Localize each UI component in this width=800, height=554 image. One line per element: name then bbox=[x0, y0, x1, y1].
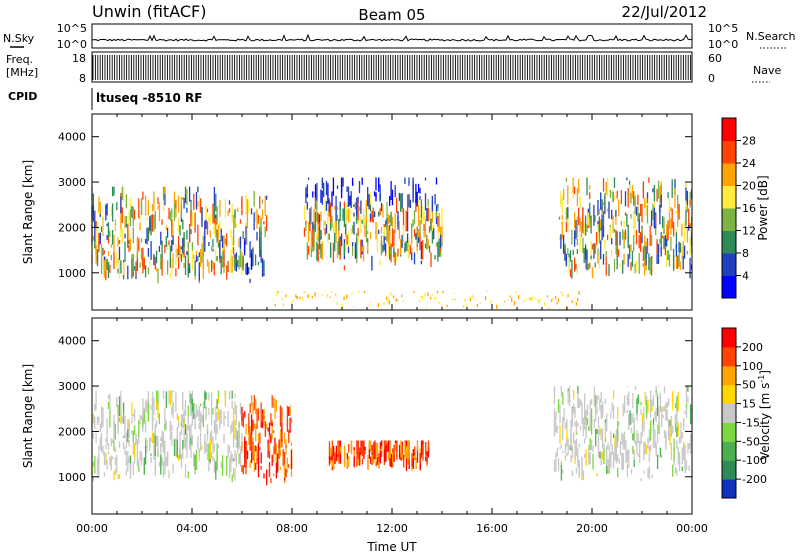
y-tick-label: 4000 bbox=[58, 335, 86, 348]
colorbar-tick-label: -200 bbox=[742, 473, 767, 486]
colorbar-segment bbox=[722, 208, 736, 231]
colorbar-segment bbox=[722, 230, 736, 254]
colorbar-tick-label: -100 bbox=[742, 454, 767, 467]
velocity-cbar-label: Velocity [m s-1] bbox=[757, 370, 772, 460]
colorbar-segment bbox=[722, 118, 736, 141]
y-tick-label: 4000 bbox=[58, 131, 86, 144]
colorbar-segment bbox=[722, 328, 736, 348]
power-echoes bbox=[91, 177, 693, 310]
y-tick-label: 1000 bbox=[58, 267, 86, 280]
x-tick-label: 04:00 bbox=[176, 522, 208, 535]
y-tick-label: 3000 bbox=[58, 380, 86, 393]
colorbar-tick-label: 15 bbox=[742, 398, 756, 411]
radar-title: Unwin (fitACF) bbox=[92, 2, 206, 21]
colorbar-tick-label: -15 bbox=[742, 416, 760, 429]
noise-left-tick-bottom: 10^0 bbox=[57, 38, 87, 51]
noise-right-tick-bottom: 10^0 bbox=[708, 38, 738, 51]
colorbar-tick-label: 100 bbox=[742, 360, 763, 373]
x-tick-label: 16:00 bbox=[476, 522, 508, 535]
colorbar-tick-label: 16 bbox=[742, 202, 756, 215]
colorbar-segment bbox=[722, 460, 736, 480]
colorbar-tick-label: 12 bbox=[742, 225, 756, 238]
colorbar-segment bbox=[722, 422, 736, 442]
colorbar-segment bbox=[722, 346, 736, 367]
x-tick-label: 00:00 bbox=[676, 522, 708, 535]
x-tick-label: 12:00 bbox=[376, 522, 408, 535]
velocity-ylabel: Slant Range [km] bbox=[21, 364, 35, 468]
date-title: 22/Jul/2012 bbox=[622, 3, 707, 21]
cpid-text: ltuseq -8510 RF bbox=[96, 91, 202, 105]
colorbar-segment bbox=[722, 479, 736, 499]
y-tick-label: 1000 bbox=[58, 471, 86, 484]
power-colorbar: 28 24 20 16 12 8 4 bbox=[721, 117, 756, 299]
noise-panel bbox=[91, 23, 693, 49]
colorbar-segment bbox=[722, 384, 736, 405]
colorbar-tick-label: 200 bbox=[742, 341, 763, 354]
noise-trace bbox=[91, 33, 693, 42]
freq-panel bbox=[91, 51, 693, 83]
y-tick-label: 3000 bbox=[58, 176, 86, 189]
colorbar-tick-label: 28 bbox=[742, 135, 756, 148]
nave-tick-top: 60 bbox=[708, 52, 722, 65]
colorbar-tick-label: 8 bbox=[742, 247, 749, 260]
noise-left-label: N.Sky bbox=[3, 32, 35, 45]
x-tick-label: 08:00 bbox=[276, 522, 308, 535]
colorbar-tick-label: 50 bbox=[742, 379, 756, 392]
x-tick-label: 20:00 bbox=[576, 522, 608, 535]
x-tick-label: 00:00 bbox=[76, 522, 108, 535]
colorbar-segment bbox=[722, 253, 736, 276]
colorbar-tick-label: 4 bbox=[742, 270, 749, 283]
freq-trace bbox=[92, 55, 692, 80]
freq-tick-top: 18 bbox=[72, 52, 86, 65]
colorbar-segment bbox=[722, 441, 736, 461]
noise-line bbox=[91, 33, 693, 42]
y-tick-label: 2000 bbox=[58, 425, 86, 438]
colorbar-segment bbox=[722, 365, 736, 386]
colorbar-tick-label: -50 bbox=[742, 435, 760, 448]
freq-tick-bottom: 8 bbox=[79, 72, 86, 85]
nave-label: Nave bbox=[753, 64, 781, 77]
y-tick-label: 2000 bbox=[58, 221, 86, 234]
velocity-xlabel: Time UT bbox=[366, 540, 417, 554]
colorbar-segment bbox=[722, 185, 736, 209]
freq-label-2: [MHz] bbox=[6, 66, 38, 79]
power-ylabel: Slant Range [km] bbox=[21, 160, 35, 264]
cpid-label: CPID bbox=[8, 90, 37, 103]
velocity-colorbar: 200 100 50 15 -15 -50 -100 -200 bbox=[721, 327, 767, 499]
noise-right-tick-top: 10^5 bbox=[708, 22, 738, 35]
beam-title: Beam 05 bbox=[358, 6, 425, 24]
nave-tick-bottom: 0 bbox=[708, 72, 715, 85]
colorbar-frame bbox=[721, 327, 737, 499]
colorbar-tick-label: 24 bbox=[742, 157, 756, 170]
freq-label-1: Freq. bbox=[6, 53, 33, 66]
power-axes: 1000 2000 3000 4000 bbox=[58, 114, 693, 310]
colorbar-tick-label: 20 bbox=[742, 180, 756, 193]
velocity-echoes bbox=[91, 386, 693, 486]
colorbar-segment bbox=[722, 275, 736, 299]
colorbar-segment bbox=[722, 163, 736, 186]
noise-right-label: N.Search bbox=[746, 30, 796, 43]
velocity-axes: 1000 2000 3000 4000 00:00 04:00 08:00 12:00 16:0… bbox=[58, 318, 708, 535]
colorbar-segment bbox=[722, 140, 736, 164]
power-cbar-label: Power [dB] bbox=[756, 175, 770, 240]
noise-left-tick-top: 10^5 bbox=[57, 22, 87, 35]
colorbar-segment bbox=[722, 403, 736, 423]
